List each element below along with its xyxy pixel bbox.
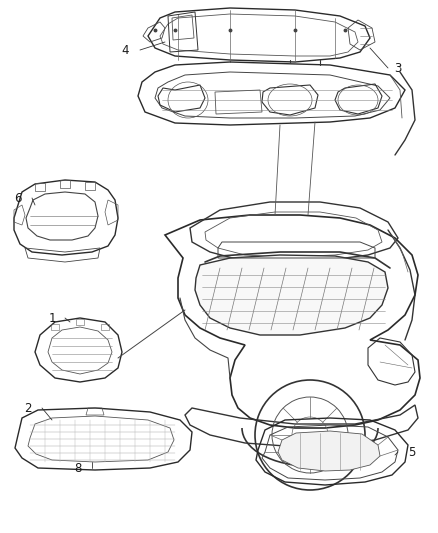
Text: 2: 2 — [24, 401, 32, 415]
Text: 8: 8 — [74, 462, 82, 474]
Text: 6: 6 — [14, 191, 22, 205]
Polygon shape — [195, 255, 388, 335]
Text: 1: 1 — [48, 311, 56, 325]
Text: 5: 5 — [408, 446, 416, 458]
Polygon shape — [278, 431, 380, 471]
Text: 3: 3 — [394, 61, 402, 75]
Text: 4: 4 — [121, 44, 129, 56]
